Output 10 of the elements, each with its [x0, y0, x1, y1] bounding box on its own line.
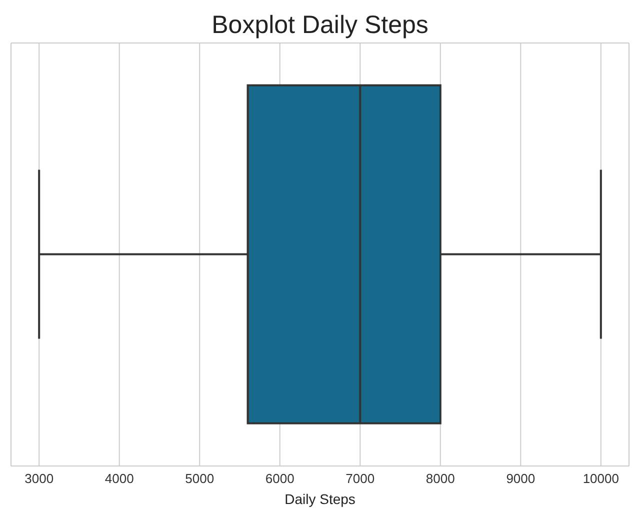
x-tick-label: 5000 [185, 471, 214, 486]
chart-title: Boxplot Daily Steps [210, 10, 430, 41]
x-tick-label: 8000 [426, 471, 455, 486]
x-tick-label: 6000 [265, 471, 294, 486]
x-tick-label: 10000 [582, 471, 619, 486]
x-tick-label: 9000 [506, 471, 536, 486]
x-axis-title: Daily Steps [284, 491, 356, 507]
x-tick-label: 7000 [346, 471, 375, 486]
x-tick-label: 3000 [24, 471, 54, 486]
x-tick-label: 4000 [104, 471, 134, 486]
